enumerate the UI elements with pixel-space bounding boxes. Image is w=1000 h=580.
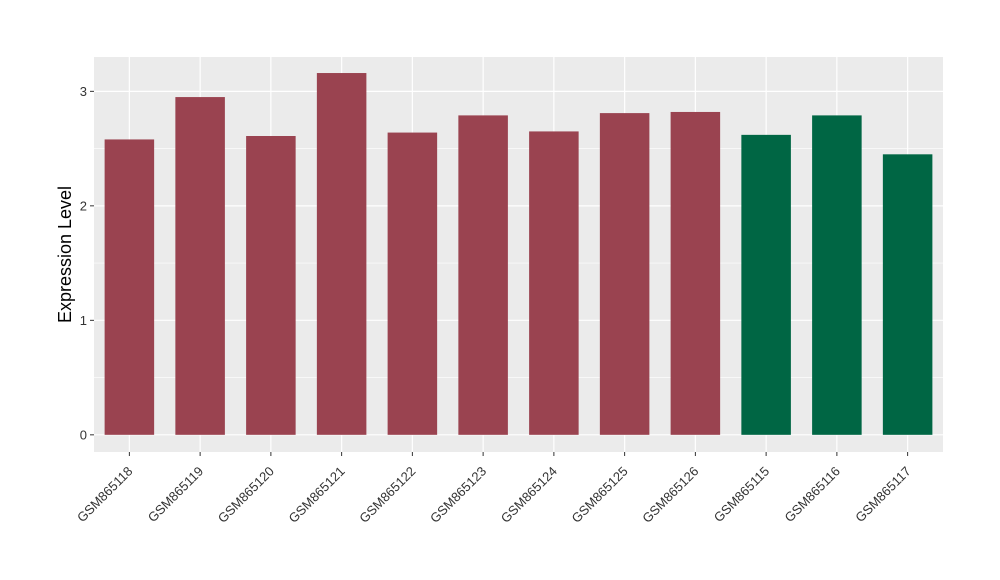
x-tick-label: GSM865123 (427, 464, 489, 526)
bar-GSM865119 (175, 97, 225, 435)
x-tick-label: GSM865116 (781, 464, 843, 526)
x-tick-label: GSM865120 (215, 464, 277, 526)
bar-GSM865116 (812, 115, 862, 435)
y-tick-label: 3 (80, 84, 87, 99)
y-tick-label: 2 (80, 198, 87, 213)
x-axis: GSM865118 GSM865119 GSM865120 GSM865121 GSM8… (74, 452, 914, 526)
y-axis: 0 1 2 3 (80, 84, 94, 442)
bar-GSM865124 (529, 131, 579, 435)
x-tick-label: GSM865115 (711, 464, 773, 526)
bar-GSM865118 (104, 139, 155, 435)
y-axis-title: Expression Level (55, 186, 75, 323)
x-tick-label: GSM865124 (498, 464, 560, 526)
x-tick-label: GSM865119 (145, 464, 207, 526)
bar-GSM865117 (882, 154, 933, 435)
bar-GSM865123 (458, 115, 508, 435)
x-tick-label: GSM865122 (356, 464, 418, 526)
bar-GSM865122 (387, 132, 438, 435)
y-tick-label: 0 (80, 427, 87, 442)
x-tick-label: GSM865117 (852, 464, 914, 526)
x-tick-label: GSM865125 (569, 464, 631, 526)
bar-GSM865125 (599, 113, 650, 435)
x-tick-label: GSM865118 (74, 464, 136, 526)
x-tick-label: GSM865121 (286, 464, 348, 526)
bars (104, 73, 933, 435)
y-tick-label: 1 (80, 313, 87, 328)
bar-GSM865115 (741, 134, 791, 435)
x-tick-label: GSM865126 (639, 464, 701, 526)
grid-minor (94, 148, 943, 378)
bar-GSM865126 (670, 111, 721, 435)
plot-panel (94, 57, 943, 452)
bar-GSM865121 (316, 73, 367, 435)
bar-GSM865120 (246, 136, 296, 435)
